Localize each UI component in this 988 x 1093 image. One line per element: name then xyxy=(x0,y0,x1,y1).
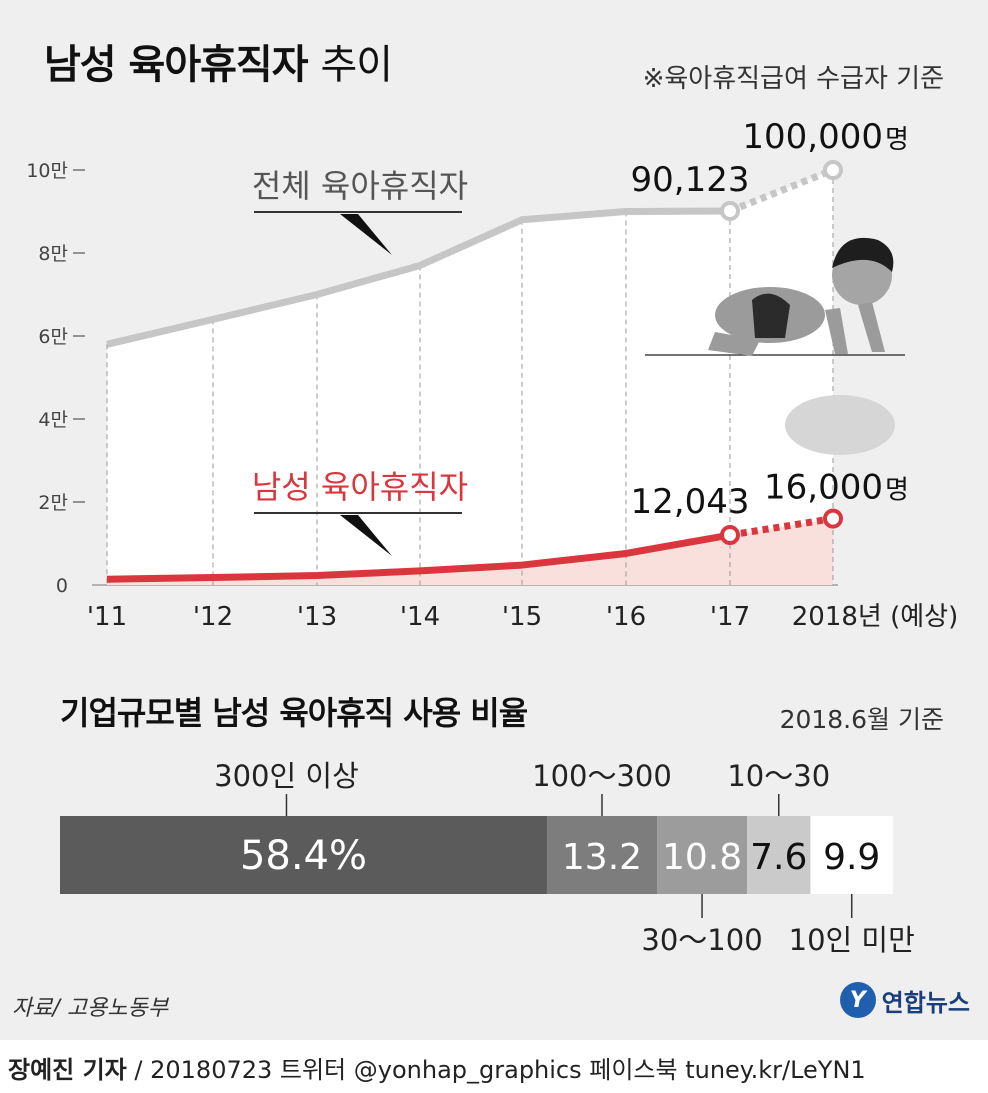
y-tick-label: 6만 xyxy=(38,326,68,348)
baby-arm xyxy=(825,308,848,354)
men-series-line xyxy=(106,531,731,583)
y-tick-label: 8만 xyxy=(38,243,68,265)
bar-segment-name: 30～100 xyxy=(641,923,762,957)
x-tick-label: 2018년 (예상) xyxy=(792,602,958,632)
y-tick-label: 2만 xyxy=(38,492,68,514)
x-tick-label: '11 xyxy=(87,602,127,632)
yonhap-logo: Y 연합뉴스 xyxy=(839,982,970,1018)
basis-note: ※육아휴직급여 수급자 기준 xyxy=(642,64,944,94)
bar-segment-value: 10.8 xyxy=(662,837,742,878)
baby-diaper xyxy=(752,293,790,338)
baby-shadow xyxy=(785,395,895,455)
stacked-bar-chart: 58.4% 300인 이상 13.2 100～300 10.8 30～100 7.6 10～3… xyxy=(60,759,915,957)
bar-segment-value: 13.2 xyxy=(562,837,642,878)
men-label-2018: 16,000 xyxy=(764,468,883,508)
total-unit-label: 명 xyxy=(885,125,909,155)
bar-segment xyxy=(657,816,748,894)
men-unit-label: 명 xyxy=(885,476,909,506)
bar-segment-name: 300인 이상 xyxy=(214,759,359,793)
total-series-point xyxy=(720,200,740,221)
x-tick-label: '13 xyxy=(297,602,337,632)
y-tick-label: 10만 xyxy=(26,160,68,182)
bar-segment xyxy=(747,816,811,894)
footer xyxy=(0,1040,988,1093)
title-light: 추이 xyxy=(320,42,393,88)
bar-segment xyxy=(60,816,547,894)
total-series-line xyxy=(106,207,731,348)
total-callout-pointer xyxy=(340,214,392,255)
bar-segment xyxy=(546,816,658,894)
y-tick-label: 0 xyxy=(56,575,68,597)
y-tick-label: 4만 xyxy=(38,409,68,431)
total-label-2018: 100,000 xyxy=(742,117,883,157)
credit-details: / 20180723 트위터 @yonhap_graphics 페이스북 tun… xyxy=(126,1056,866,1084)
credit-author: 장예진 기자 xyxy=(8,1056,127,1084)
title-bold: 남성 육아휴직자 xyxy=(44,42,309,88)
bar-segment-name: 100～300 xyxy=(532,759,672,793)
x-tick-label: '14 xyxy=(400,602,440,632)
x-tick-label: '16 xyxy=(606,602,646,632)
men-series-point xyxy=(720,525,740,546)
total-series-name: 전체 육아휴직자 xyxy=(252,167,468,205)
page-title: 남성 육아휴직자 추이 xyxy=(44,32,393,90)
bar-segment-name: 10인 미만 xyxy=(789,923,915,957)
men-series-point xyxy=(823,508,843,529)
total-label-2017: 90,123 xyxy=(631,160,750,200)
men-callout-pointer xyxy=(340,515,392,556)
bar-segment-value: 7.6 xyxy=(750,837,807,878)
baby-illustration xyxy=(645,237,905,455)
x-tick-label: '15 xyxy=(502,602,542,632)
logo-mark-icon: Y xyxy=(839,982,876,1018)
total-series-projection xyxy=(728,166,835,215)
bar-segment-value: 9.9 xyxy=(823,837,880,878)
men-label-2017: 12,043 xyxy=(631,482,750,522)
bar-chart-date: 2018.6월 기준 xyxy=(779,705,944,734)
men-series-name: 남성 육아휴직자 xyxy=(252,468,468,506)
men-area-fill xyxy=(107,518,833,585)
total-area-fill xyxy=(107,170,833,585)
source-text: 자료/ 고용노동부 xyxy=(12,996,169,1021)
baby-leg xyxy=(708,332,760,356)
bar-chart-title: 기업규모별 남성 육아휴직 사용 비율 xyxy=(60,694,528,732)
logo-text: 연합뉴스 xyxy=(881,988,970,1017)
bar-segment-name: 10～30 xyxy=(727,759,830,793)
baby-arm-2 xyxy=(858,302,885,352)
x-tick-label: '12 xyxy=(193,602,233,632)
bar-segment xyxy=(810,816,893,894)
credit-line: 장예진 기자 / 20180723 트위터 @yonhap_graphics 페… xyxy=(8,1050,866,1085)
total-series-point xyxy=(823,160,843,180)
bar-segment-value: 58.4% xyxy=(240,833,367,879)
x-tick-label: '17 xyxy=(710,602,750,632)
baby-hair xyxy=(832,237,894,272)
